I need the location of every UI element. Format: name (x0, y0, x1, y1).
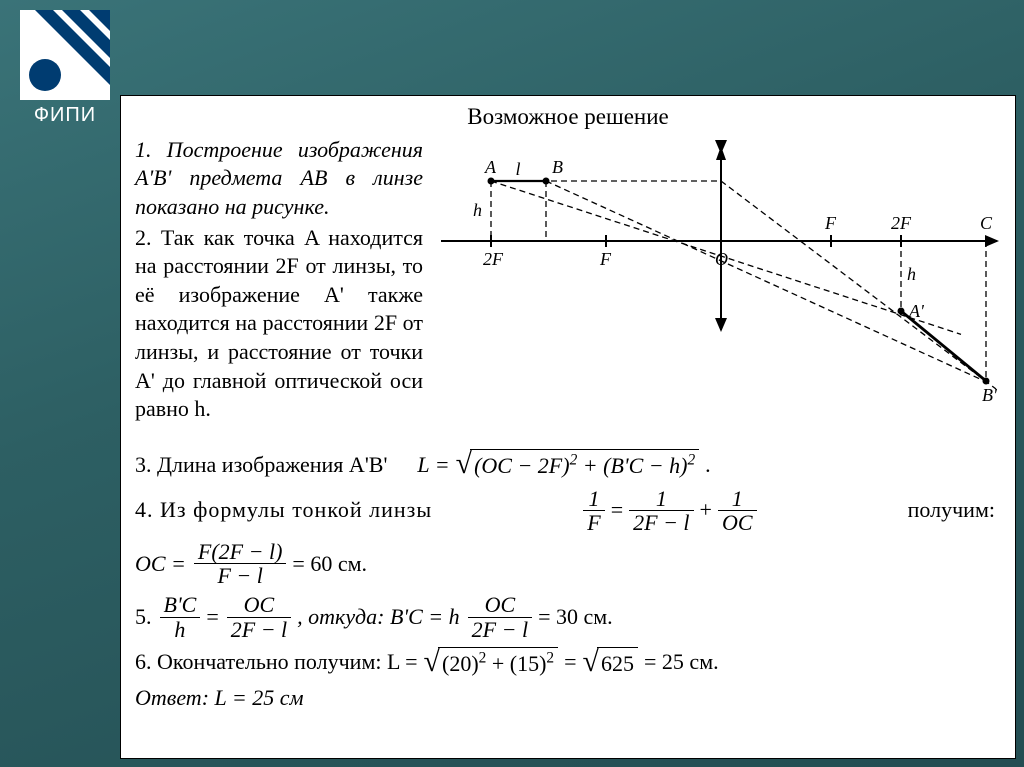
svg-text:B: B (552, 157, 563, 177)
svg-text:A': A' (908, 301, 925, 321)
sqrt-step6a: √ (20)2 + (15)2 (424, 647, 559, 679)
answer: Ответ: L = 25 см (135, 684, 1001, 713)
sqrt-step6b: √ 625 (583, 647, 638, 679)
svg-text:h: h (907, 264, 916, 284)
svg-text:h: h (473, 200, 482, 220)
lens-diagram-svg: 2F F O F 2F C A Bl h h A' B' (431, 136, 1001, 436)
sqrt-step3: √ (OC − 2F)2 + (B'C − h)2 (456, 449, 700, 481)
step-2: 2. Так как точка A находится на расстоян… (135, 224, 423, 424)
svg-text:B': B' (982, 385, 998, 405)
svg-text:2F: 2F (891, 213, 912, 233)
step-1: 1. Построение изображения A'B' предмета … (135, 136, 423, 222)
content-title: Возможное решение (135, 102, 1001, 132)
step-3: 3. Длина изображения A'B' L = √ (OC − 2F… (135, 449, 1001, 481)
step-4b: OC = F(2F − l)F − l = 60 см. (135, 540, 1001, 587)
steps-1-2: 1. Построение изображения A'B' предмета … (135, 136, 423, 424)
step-6: 6. Окончательно получим: L = √ (20)2 + (… (135, 647, 1001, 679)
step-4a: 4. Из формулы тонкой линзы 1F = 12F − l … (135, 487, 1001, 534)
svg-text:F: F (599, 249, 612, 269)
svg-text:C: C (980, 213, 993, 233)
logo-square (20, 10, 110, 100)
logo: ФИПИ (10, 10, 120, 127)
svg-text:F: F (824, 213, 837, 233)
lens-diagram: 2F F O F 2F C A Bl h h A' B' (431, 136, 1001, 444)
svg-text:l: l (516, 159, 521, 179)
svg-text:O: O (715, 249, 728, 269)
step-5: 5. B'Ch = OC2F − l , откуда: B'C = h OC2… (135, 593, 1001, 640)
top-row: 1. Построение изображения A'B' предмета … (135, 136, 1001, 444)
svg-text:2F: 2F (483, 249, 504, 269)
svg-text:A: A (484, 157, 497, 177)
logo-label: ФИПИ (10, 104, 120, 127)
content-panel: Возможное решение 1. Построение изображе… (120, 95, 1016, 759)
logo-svg (20, 10, 110, 100)
